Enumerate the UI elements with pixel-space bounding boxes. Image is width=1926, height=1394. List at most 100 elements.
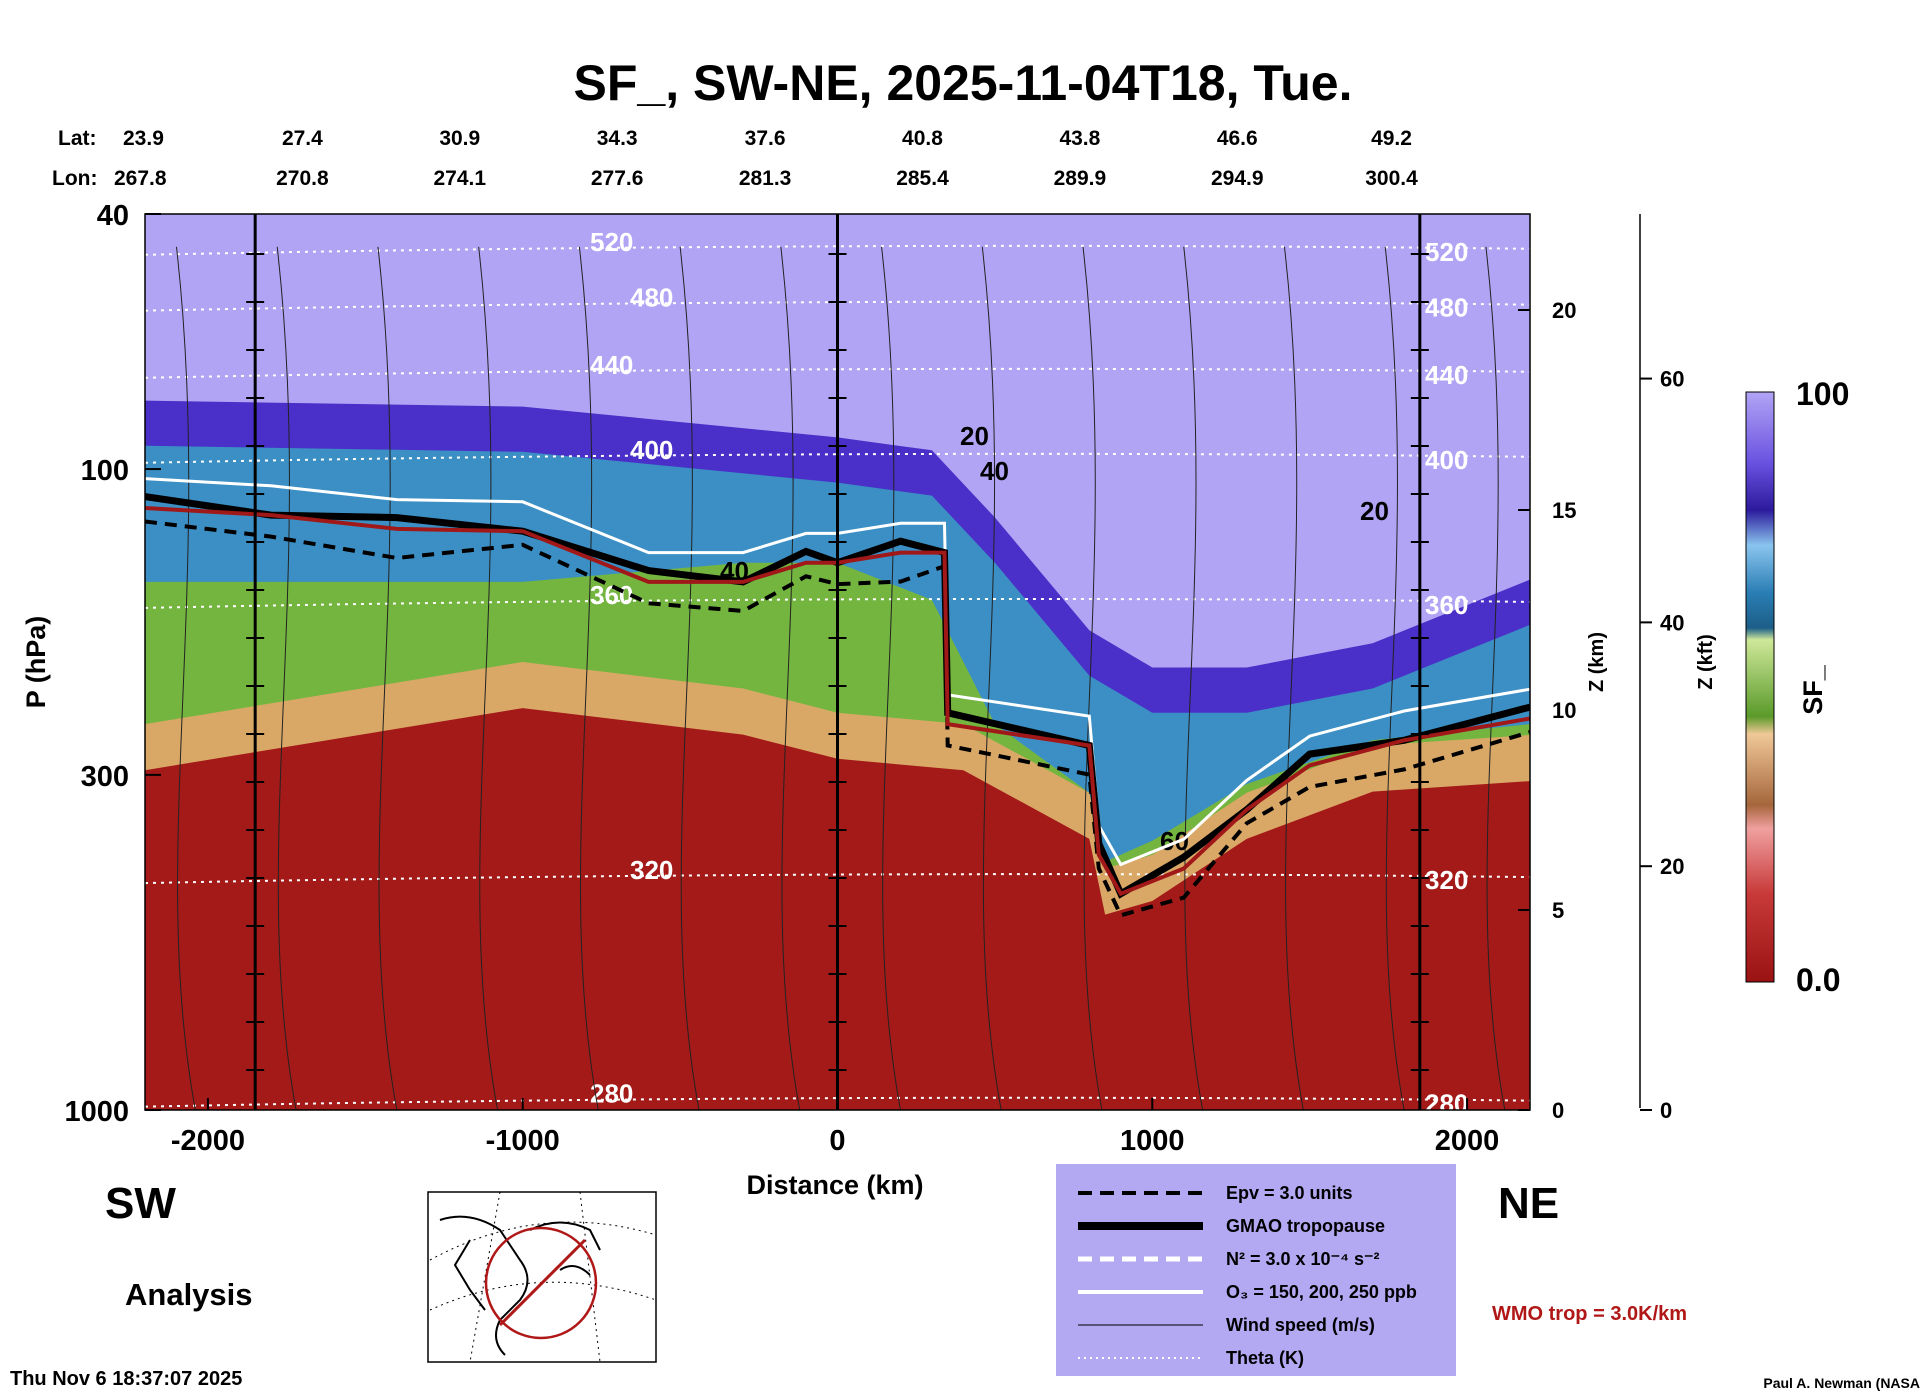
p-tick-label: 1000 bbox=[64, 1096, 129, 1128]
lat-header-label: Lat: bbox=[58, 127, 97, 150]
wind-contour-label: 20 bbox=[1360, 496, 1389, 526]
lon-value: 267.8 bbox=[114, 167, 167, 190]
z-kft-axis-ticks: 60 40 20 0 bbox=[1640, 367, 1684, 1123]
z-kft-axis-label: Z (kft) bbox=[1695, 634, 1717, 690]
wind-contour bbox=[175, 246, 196, 1110]
lat-value: 40.8 bbox=[902, 127, 943, 150]
colorbar-max-label: 100 bbox=[1796, 376, 1849, 412]
legend-label: Wind speed (m/s) bbox=[1226, 1315, 1375, 1335]
wind-contour bbox=[578, 246, 599, 1110]
wmo-tropopause-label: WMO trop = 3.0K/km bbox=[1492, 1303, 1687, 1325]
x-tick-label: 2000 bbox=[1435, 1125, 1500, 1157]
legend: Epv = 3.0 units GMAO tropopause N² = 3.0 x… bbox=[1056, 1164, 1456, 1376]
theta-label: 320 bbox=[630, 855, 673, 885]
chart-title: SF_, SW-NE, 2025-11-04T18, Tue. bbox=[574, 55, 1353, 111]
z-km-axis-label: Z (km) bbox=[1586, 632, 1608, 692]
lat-value: 30.9 bbox=[439, 127, 480, 150]
theta-label: 520 bbox=[1425, 237, 1468, 267]
theta-label: 520 bbox=[590, 227, 633, 257]
lat-value: 46.6 bbox=[1217, 127, 1258, 150]
x-axis-label: Distance (km) bbox=[746, 1170, 923, 1200]
lon-value: 294.9 bbox=[1211, 167, 1264, 190]
wind-contour-label: 60 bbox=[1160, 826, 1189, 856]
theta-label: 440 bbox=[1425, 360, 1468, 390]
timestamp: Thu Nov 6 18:37:07 2025 bbox=[10, 1368, 242, 1390]
lat-value: 23.9 bbox=[123, 127, 164, 150]
theta-label: 280 bbox=[1425, 1089, 1468, 1119]
x-tick-label: -2000 bbox=[171, 1125, 245, 1157]
wind-contour-label: 20 bbox=[960, 421, 989, 451]
wind-contour bbox=[881, 246, 901, 1110]
p-axis-ticks: 40 100 300 1000 bbox=[64, 200, 161, 1128]
lon-value: 281.3 bbox=[739, 167, 792, 190]
inset-map bbox=[427, 1191, 657, 1363]
z-kft-tick-label: 40 bbox=[1660, 610, 1684, 635]
lon-value: 270.8 bbox=[276, 167, 329, 190]
p-tick-label: 100 bbox=[81, 455, 129, 487]
legend-label: N² = 3.0 x 10⁻⁴ s⁻² bbox=[1226, 1249, 1379, 1269]
z-km-tick-label: 15 bbox=[1552, 498, 1576, 523]
theta-label: 400 bbox=[630, 435, 673, 465]
lat-value: 37.6 bbox=[745, 127, 786, 150]
ne-direction-label: NE bbox=[1498, 1179, 1559, 1228]
z-km-tick-label: 0 bbox=[1552, 1098, 1564, 1123]
wind-contour bbox=[276, 246, 297, 1110]
wind-contour bbox=[1283, 246, 1304, 1110]
theta-contour bbox=[145, 244, 1530, 256]
x-tick-label: 1000 bbox=[1120, 1125, 1185, 1157]
z-km-tick-label: 5 bbox=[1552, 898, 1564, 923]
legend-label: GMAO tropopause bbox=[1226, 1216, 1385, 1236]
credit: Paul A. Newman (NASA bbox=[1763, 1375, 1920, 1391]
lon-header-label: Lon: bbox=[52, 167, 97, 190]
lat-lon-row: 23.9 267.8 27.4 270.8 30.9 274.1 34.3 277.6 37.6… bbox=[114, 127, 1418, 190]
theta-label: 400 bbox=[1425, 445, 1468, 475]
ozone-contour bbox=[145, 477, 1530, 867]
theta-contour bbox=[145, 300, 1530, 312]
wind-contour bbox=[1183, 246, 1204, 1110]
wind-contour-label: 20 bbox=[1800, 756, 1829, 786]
theta-contour bbox=[145, 1096, 1530, 1108]
x-tick-label: -1000 bbox=[486, 1125, 560, 1157]
lat-value: 43.8 bbox=[1059, 127, 1100, 150]
theta-contour bbox=[145, 367, 1530, 379]
z-km-tick-label: 20 bbox=[1552, 298, 1576, 323]
sw-direction-label: SW bbox=[105, 1179, 176, 1228]
legend-label: O₃ = 150, 200, 250 ppb bbox=[1226, 1282, 1417, 1302]
vertical-markers bbox=[246, 214, 1429, 1110]
theta-contour bbox=[145, 452, 1530, 464]
lat-value: 27.4 bbox=[282, 127, 323, 150]
colorbar-min-label: 0.0 bbox=[1796, 962, 1840, 998]
wind-contour bbox=[377, 246, 398, 1110]
wind-contour bbox=[1384, 246, 1405, 1110]
p-tick-label: 300 bbox=[81, 761, 129, 793]
theta-label: 440 bbox=[590, 350, 633, 380]
wind-contour bbox=[981, 246, 1002, 1110]
y-axis-label: P (hPa) bbox=[21, 616, 51, 709]
wind-speed-contours: 20402040602040202020 bbox=[175, 246, 1829, 1110]
z-kft-tick-label: 20 bbox=[1660, 854, 1684, 879]
wind-contour bbox=[1082, 246, 1103, 1110]
lat-value: 49.2 bbox=[1371, 127, 1412, 150]
wind-contour bbox=[780, 246, 801, 1110]
lon-value: 277.6 bbox=[591, 167, 644, 190]
legend-background bbox=[1056, 1164, 1456, 1376]
wind-contour bbox=[1485, 246, 1506, 1110]
theta-label: 480 bbox=[630, 283, 673, 313]
lon-value: 285.4 bbox=[896, 167, 949, 190]
p-tick-label: 40 bbox=[97, 200, 129, 232]
theta-label: 480 bbox=[1425, 293, 1468, 323]
x-tick-label: 0 bbox=[829, 1125, 845, 1157]
theta-contour bbox=[145, 597, 1530, 609]
wind-contour-label: 40 bbox=[980, 456, 1009, 486]
x-axis-ticks: -2000 -1000 0 1000 2000 bbox=[171, 1098, 1499, 1157]
legend-label: Theta (K) bbox=[1226, 1348, 1304, 1368]
z-km-tick-label: 10 bbox=[1552, 698, 1576, 723]
theta-label: 360 bbox=[1425, 590, 1468, 620]
theta-contours: 520 520 480 480 440 440 400 400 360 360 320 320 280 2… bbox=[145, 227, 1530, 1119]
lon-value: 289.9 bbox=[1054, 167, 1107, 190]
z-kft-tick-label: 60 bbox=[1660, 367, 1684, 392]
colorbar bbox=[1745, 391, 1775, 983]
lat-value: 34.3 bbox=[597, 127, 638, 150]
wmo-tropopause-line bbox=[145, 506, 1530, 897]
